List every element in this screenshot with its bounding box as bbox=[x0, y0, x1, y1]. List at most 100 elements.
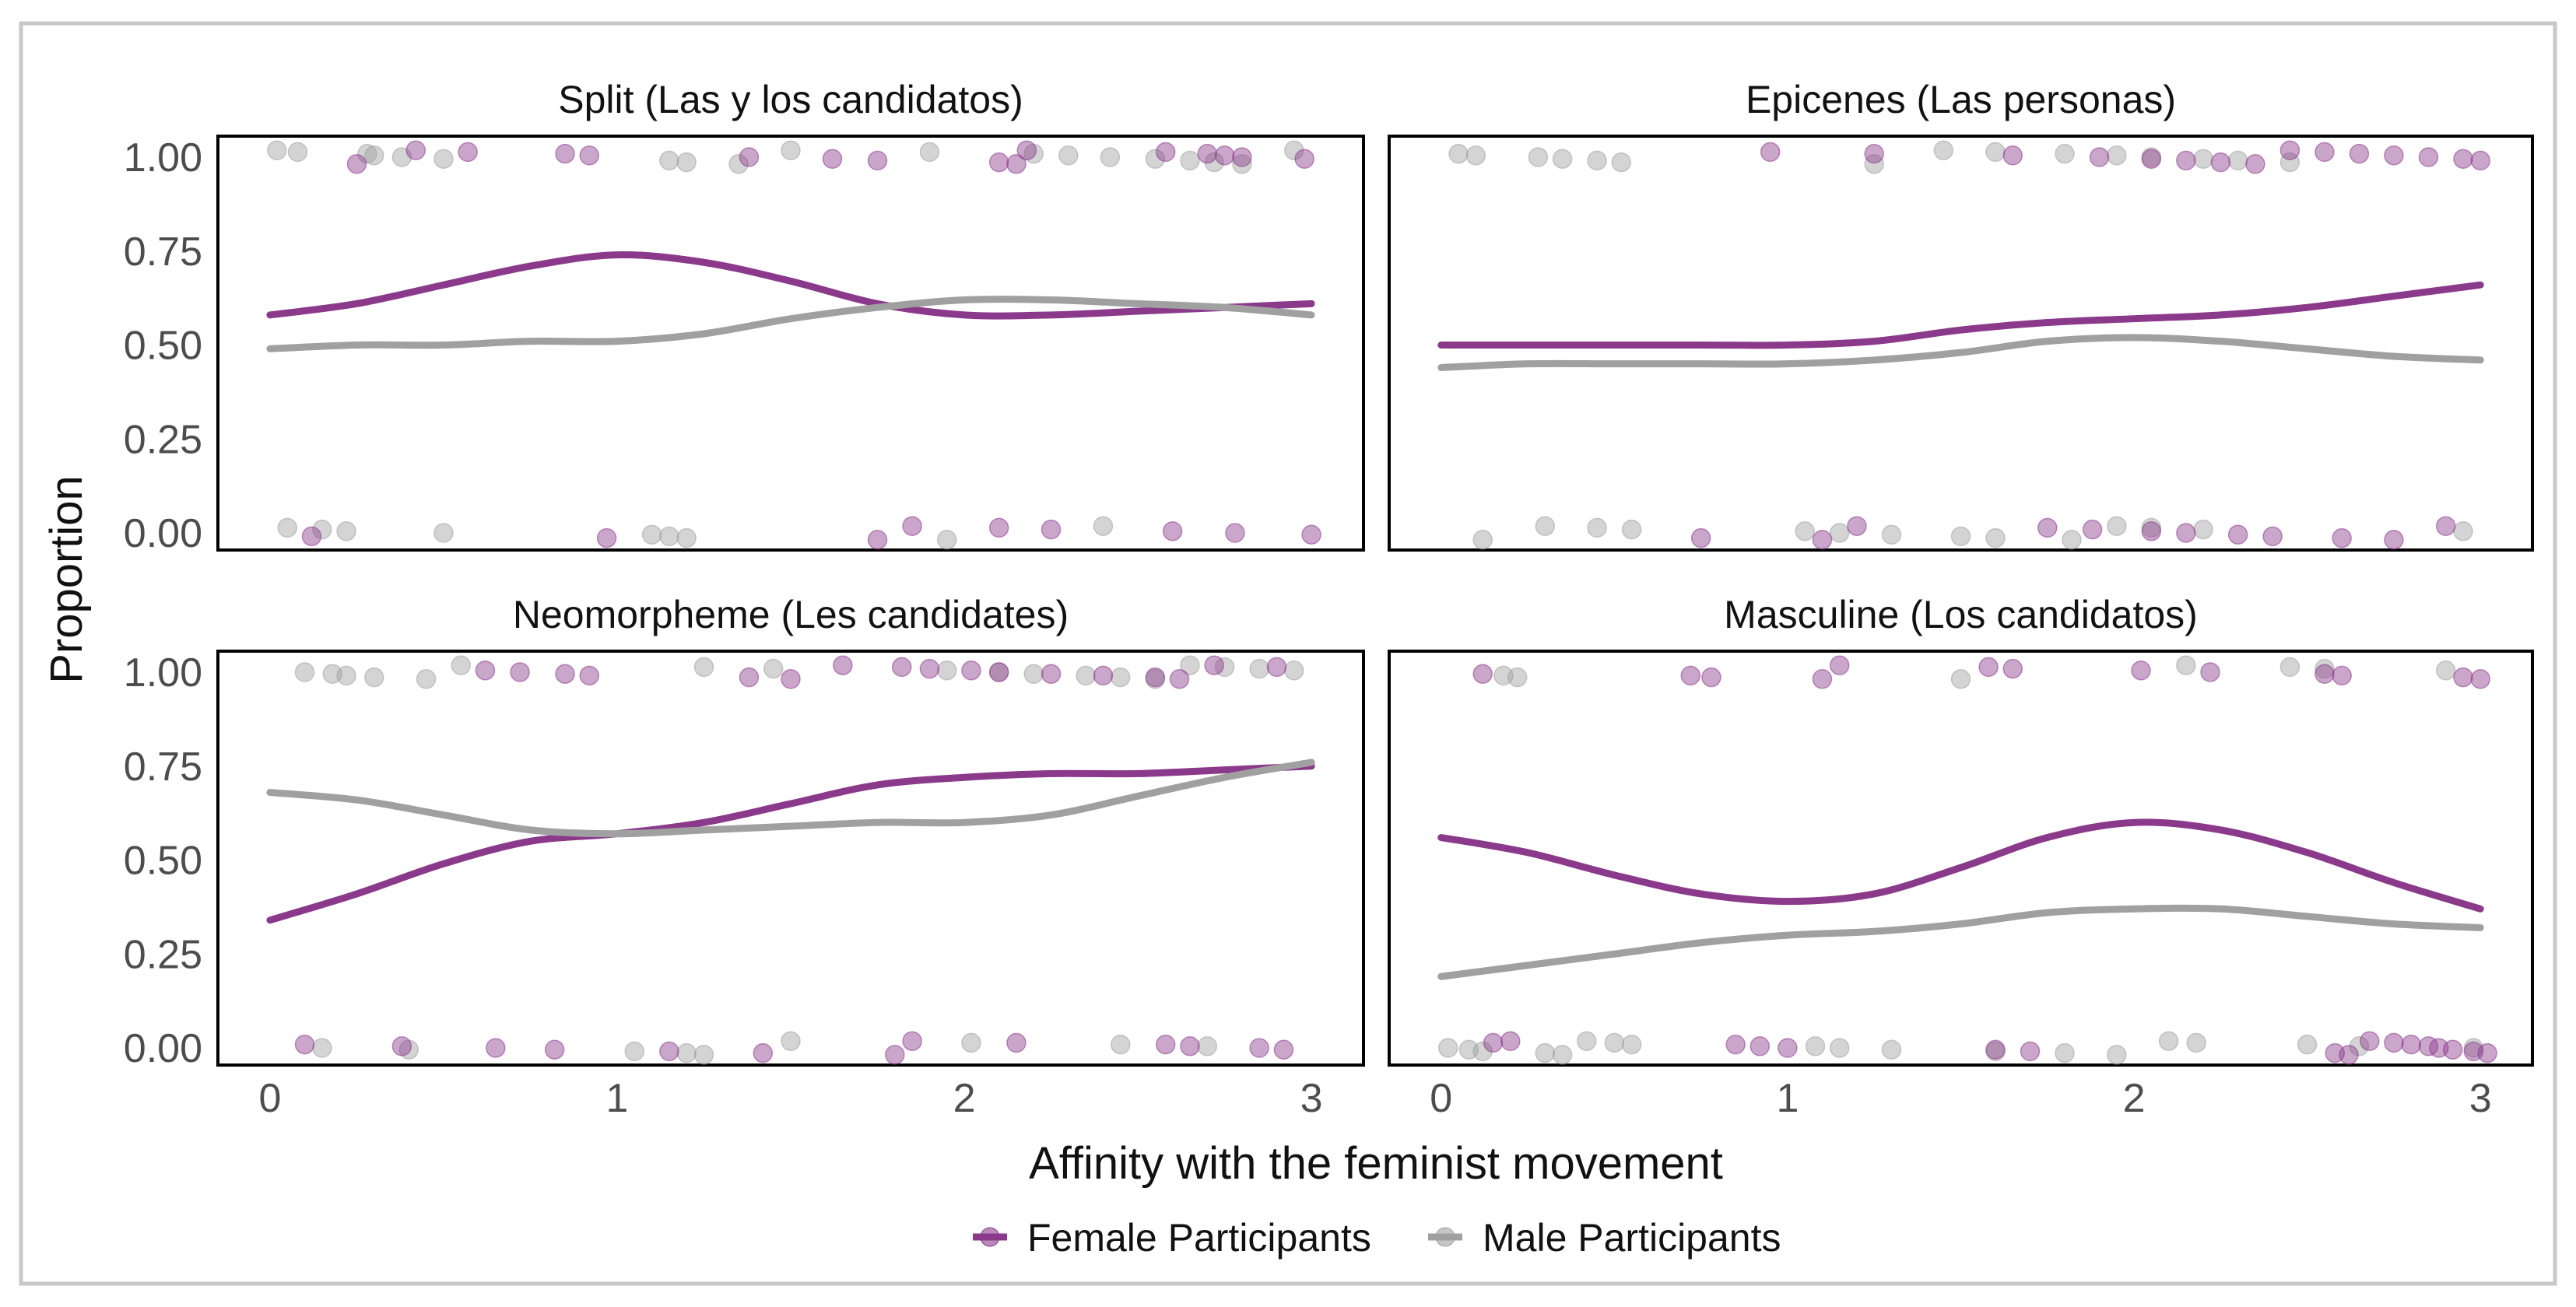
male-data-point bbox=[1249, 658, 1269, 679]
female-data-point bbox=[596, 527, 617, 548]
male-data-point bbox=[1950, 526, 1971, 547]
y-tick-label: 1.00 bbox=[124, 650, 202, 696]
panel-title: Epicenes (Las personas) bbox=[1746, 78, 2176, 121]
female-data-point bbox=[2384, 530, 2404, 550]
male-data-point bbox=[1552, 149, 1573, 169]
female-data-point bbox=[1978, 657, 1999, 678]
female-data-point bbox=[1225, 523, 1245, 543]
female-data-point bbox=[1249, 1038, 1269, 1058]
female-data-point bbox=[1829, 655, 1850, 675]
male-data-point bbox=[433, 149, 454, 169]
female-data-point bbox=[1778, 1038, 1798, 1058]
y-tick-label: 0.25 bbox=[124, 932, 202, 977]
male-data-point bbox=[676, 527, 697, 548]
female-data-point bbox=[885, 1045, 905, 1065]
male-data-point bbox=[363, 667, 384, 688]
male-data-point bbox=[1214, 657, 1235, 678]
female-data-point bbox=[1155, 1034, 1176, 1055]
female-data-point bbox=[1725, 1034, 1746, 1055]
female-data-point bbox=[2418, 1036, 2439, 1056]
male-data-point bbox=[1950, 669, 1971, 689]
female-smooth-line bbox=[266, 251, 1315, 320]
female-data-point bbox=[1093, 665, 1114, 686]
male-data-point bbox=[1881, 524, 1902, 545]
female-data-point bbox=[1214, 145, 1235, 166]
female-data-point bbox=[2141, 521, 2162, 541]
male-data-point bbox=[1111, 1034, 1131, 1055]
male-data-point bbox=[336, 521, 356, 541]
female-data-point bbox=[2141, 149, 2162, 169]
facet-panel: Epicenes (Las personas) bbox=[1388, 78, 2534, 552]
female-data-point bbox=[902, 516, 922, 536]
x-tick-label: 2 bbox=[2123, 1076, 2146, 1121]
male-data-point bbox=[2193, 519, 2213, 540]
male-data-point bbox=[451, 655, 471, 675]
male-data-point bbox=[1552, 1045, 1573, 1065]
male-data-point bbox=[2297, 1034, 2318, 1055]
female-data-point bbox=[2227, 524, 2248, 545]
male-data-point bbox=[1528, 147, 1549, 167]
female-data-point bbox=[867, 150, 888, 171]
female-data-point bbox=[2262, 526, 2283, 547]
female-data-point bbox=[919, 658, 940, 679]
female-data-point bbox=[2332, 527, 2352, 548]
male-data-point bbox=[728, 154, 749, 174]
male-data-point bbox=[2193, 149, 2213, 169]
legend-label: Male Participants bbox=[1483, 1216, 1781, 1260]
female-data-point bbox=[486, 1038, 506, 1058]
female-data-point bbox=[1006, 154, 1027, 174]
male-data-point bbox=[2186, 1032, 2206, 1053]
female-data-point bbox=[1760, 142, 1781, 163]
male-data-point bbox=[1805, 1036, 1826, 1056]
male-data-point bbox=[1985, 142, 2006, 163]
female-data-point bbox=[405, 140, 426, 160]
panel-title: Neomorpheme (Les candidates) bbox=[513, 593, 1069, 636]
female-data-point bbox=[1812, 669, 1833, 689]
male-data-point bbox=[294, 662, 315, 682]
female-data-point bbox=[2332, 665, 2352, 686]
male-data-point bbox=[1621, 519, 1642, 540]
y-tick-label: 1.00 bbox=[124, 135, 202, 180]
male-data-point bbox=[1058, 145, 1079, 166]
facet-panel: Neomorpheme (Les candidates) 0.00 0.25 0.50… bbox=[124, 593, 1365, 1121]
female-data-point bbox=[475, 661, 496, 681]
male-data-point bbox=[1604, 1032, 1625, 1053]
y-tick-label: 0.25 bbox=[124, 417, 202, 462]
y-tick-label: 0.50 bbox=[124, 839, 202, 884]
female-data-point bbox=[1145, 667, 1166, 688]
panel-title: Split (Las y los candidatos) bbox=[558, 78, 1023, 121]
female-data-point bbox=[753, 1042, 774, 1063]
female-data-point bbox=[1750, 1036, 1771, 1056]
y-tick-label: 0.75 bbox=[124, 230, 202, 275]
legend-key-point bbox=[1435, 1227, 1455, 1247]
male-data-point bbox=[1100, 147, 1121, 167]
male-data-point bbox=[1472, 530, 1493, 550]
male-data-point bbox=[2279, 657, 2301, 678]
female-data-point bbox=[2453, 149, 2473, 169]
y-tick-label: 0.00 bbox=[124, 511, 202, 556]
panel-border bbox=[216, 650, 1365, 1067]
female-data-point bbox=[1701, 667, 1721, 688]
y-axis-title: Proportion bbox=[41, 475, 92, 684]
male-data-point bbox=[2176, 655, 2196, 675]
male-data-point bbox=[1985, 527, 2006, 548]
male-data-point bbox=[357, 143, 377, 164]
female-data-point bbox=[1041, 519, 1062, 540]
male-data-point bbox=[336, 665, 356, 686]
female-data-point bbox=[2131, 661, 2151, 681]
male-data-point bbox=[2107, 1045, 2127, 1065]
female-data-point bbox=[1197, 143, 1218, 164]
female-data-point bbox=[555, 143, 575, 164]
legend-label: Female Participants bbox=[1027, 1216, 1371, 1260]
female-smooth-line bbox=[266, 762, 1315, 924]
male-data-point bbox=[2227, 150, 2248, 171]
facet-panel: Split (Las y los candidatos) 0.00 0.25 0.50… bbox=[124, 78, 1365, 556]
male-data-point bbox=[433, 523, 454, 543]
male-data-point bbox=[641, 524, 662, 545]
x-axis-title: Affinity with the feminist movement bbox=[1029, 1138, 1723, 1189]
legend: Female Participants Male Participants bbox=[973, 1216, 1781, 1260]
legend-key-point bbox=[980, 1227, 1000, 1247]
panel-title: Masculine (Los candidatos) bbox=[1724, 593, 2198, 636]
male-data-point bbox=[1093, 516, 1114, 536]
